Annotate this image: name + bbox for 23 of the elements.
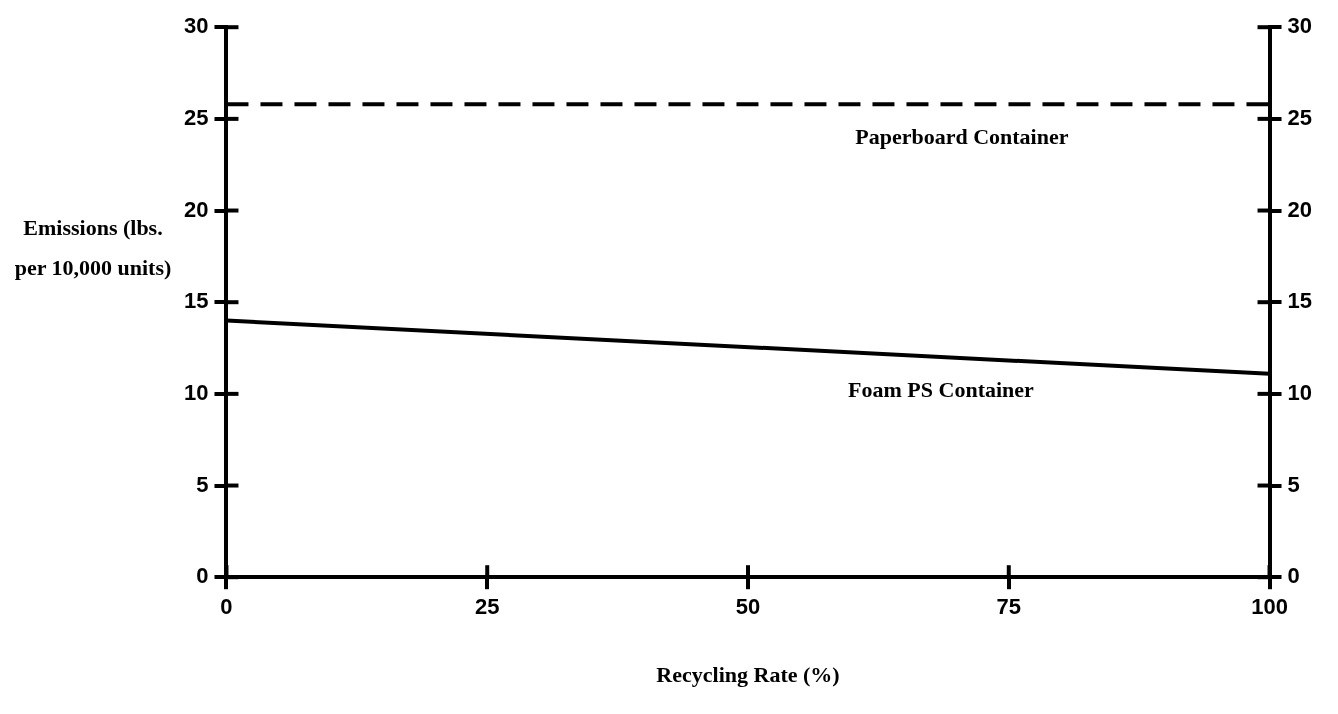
y-tick-label: 30 <box>183 13 209 39</box>
x-tick-label: 25 <box>474 594 500 620</box>
x-tick-label: 100 <box>1251 594 1288 620</box>
y2-tick-label: 30 <box>1287 13 1313 39</box>
series-label: Foam PS Container <box>848 376 1035 402</box>
x-tick-label: 0 <box>220 594 233 620</box>
y2-tick-label: 20 <box>1287 196 1313 222</box>
y2-tick-label: 10 <box>1287 379 1313 405</box>
y-axis-title: Emissions (lbs. per 10,000 units) <box>13 214 173 282</box>
y-tick-label: 0 <box>196 563 209 589</box>
series-label: Paperboard Container <box>855 123 1069 149</box>
y2-tick-label: 15 <box>1287 288 1313 314</box>
y-tick-label: 25 <box>183 104 209 130</box>
y2-tick-label: 5 <box>1287 471 1300 497</box>
y-tick-label: 5 <box>196 471 209 497</box>
x-tick-label: 75 <box>996 594 1022 620</box>
y-tick-label: 15 <box>183 288 209 314</box>
y-tick-label: 20 <box>183 196 209 222</box>
y2-tick-label: 0 <box>1287 563 1300 589</box>
x-axis-title: Recycling Rate (%) <box>656 662 840 688</box>
x-tick-label: 50 <box>735 594 761 620</box>
y2-tick-label: 25 <box>1287 104 1313 130</box>
y-tick-label: 10 <box>183 379 209 405</box>
